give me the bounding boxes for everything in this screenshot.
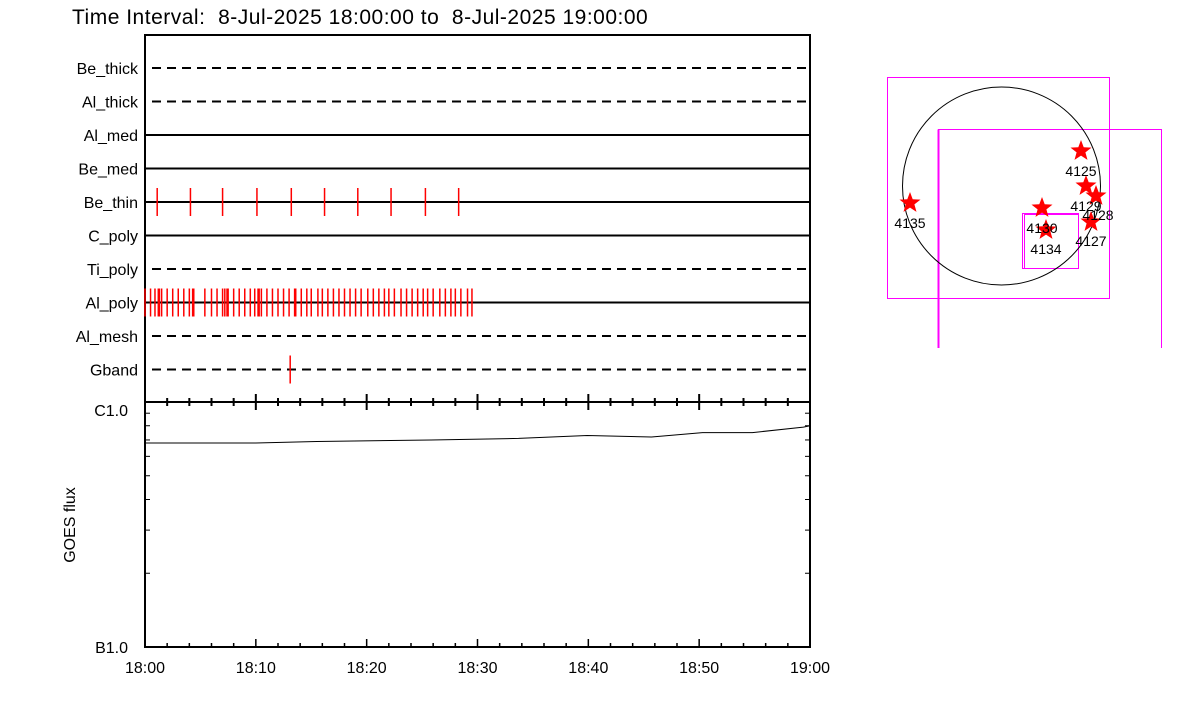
active-region-label: 4134 [1030, 241, 1061, 257]
active-region-star-icon [1085, 185, 1107, 205]
x-tick-label: 19:00 [790, 660, 830, 677]
active-region-star-icon [1031, 197, 1053, 217]
goes-flux-line [145, 425, 811, 444]
x-tick-label: 18:10 [236, 660, 276, 677]
active-region-star-icon [1080, 211, 1102, 231]
active-region-star-icon [1075, 175, 1097, 195]
row-label-al_med: Al_med [84, 128, 138, 145]
row-label-be_thick: Be_thick [77, 61, 139, 78]
time-interval-title: Time Interval: 8-Jul-2025 18:00:00 to 8-… [72, 6, 648, 29]
row-label-ti_poly: Ti_poly [87, 262, 138, 279]
solar-disk [902, 86, 1101, 286]
active-region-label: 4129 [1070, 198, 1101, 214]
fov-box [1024, 214, 1079, 269]
row-label-al_thick: Al_thick [82, 95, 139, 112]
active-region-label: 4130 [1026, 220, 1057, 236]
active-region-star-icon [1070, 140, 1092, 160]
ytick-label-c1: C1.0 [94, 403, 128, 420]
timeline-frame [144, 34, 811, 402]
y-axis-label: GOES flux [62, 487, 79, 563]
row-label-be_med: Be_med [78, 162, 138, 179]
filter-timeline-panel: Be_thick Al_thick Al_med Be_med Be_thin C_pol… [76, 34, 811, 402]
x-tick-label: 18:20 [347, 660, 387, 677]
active-region-label: 4125 [1065, 163, 1096, 179]
ytick-label-b1: B1.0 [95, 640, 128, 657]
row-label-gband: Gband [90, 363, 138, 380]
x-tick-label: 18:30 [457, 660, 497, 677]
x-tick-label: 18:50 [679, 660, 719, 677]
row-label-al_poly: Al_poly [86, 296, 138, 313]
row-label-be_thin: Be_thin [84, 195, 138, 212]
row-label-c_poly: C_poly [88, 229, 138, 246]
row-label-al_mesh: Al_mesh [76, 329, 138, 346]
active-region-star-icon [899, 192, 921, 212]
fov-box [887, 77, 1110, 299]
goes-flux-panel: C1.0 B1.0 GOES flux 18:00 18:10 18:20 18:30… [62, 394, 830, 677]
active-region-label: 4135 [894, 215, 925, 231]
fov-box [938, 129, 1162, 348]
x-tick-label: 18:00 [125, 660, 165, 677]
active-region-label: 4128 [1082, 207, 1113, 223]
active-region-star-icon [1035, 219, 1057, 239]
x-tick-label: 18:40 [568, 660, 608, 677]
active-region-label: 4127 [1075, 233, 1106, 249]
